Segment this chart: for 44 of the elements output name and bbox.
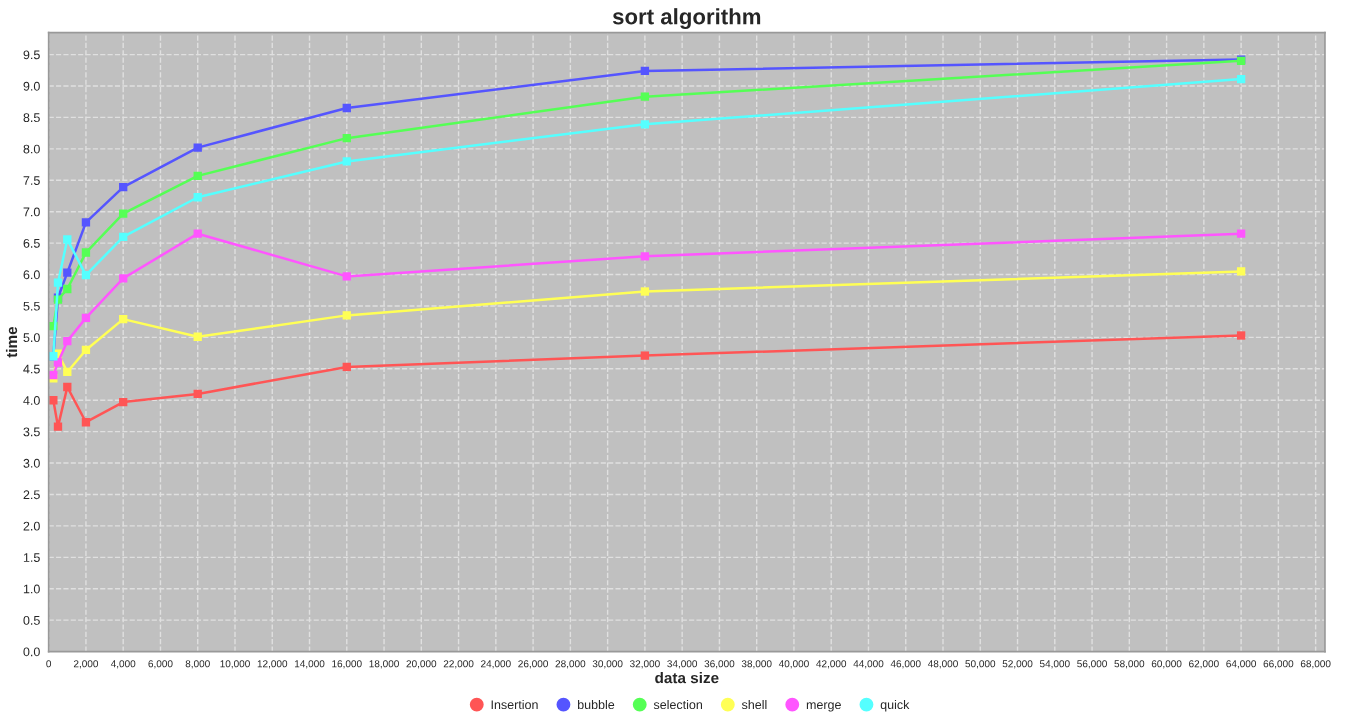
chart-title: sort algorithm xyxy=(612,8,761,29)
point xyxy=(342,157,351,166)
point xyxy=(193,193,202,202)
point xyxy=(342,311,351,320)
point xyxy=(119,314,128,324)
point xyxy=(640,120,650,129)
point xyxy=(81,248,91,257)
point xyxy=(193,171,202,181)
point xyxy=(193,389,202,399)
point xyxy=(342,103,351,113)
point xyxy=(342,133,351,143)
point xyxy=(119,232,128,241)
point xyxy=(119,209,128,218)
point xyxy=(640,287,650,296)
point xyxy=(63,336,72,346)
point xyxy=(63,235,72,244)
point xyxy=(81,313,91,323)
point xyxy=(193,229,202,238)
point xyxy=(193,332,202,341)
point xyxy=(640,92,650,101)
point xyxy=(119,274,128,283)
point xyxy=(1236,331,1246,340)
point xyxy=(1236,229,1246,238)
point xyxy=(193,143,202,152)
point xyxy=(81,270,91,280)
point xyxy=(53,358,63,367)
point xyxy=(119,397,128,407)
point xyxy=(63,284,72,294)
point xyxy=(342,272,351,281)
point xyxy=(63,268,72,277)
point xyxy=(640,351,650,360)
point xyxy=(119,183,128,192)
point xyxy=(640,252,650,261)
point xyxy=(1236,267,1246,276)
point xyxy=(81,345,91,355)
point xyxy=(63,367,72,377)
point xyxy=(53,278,63,287)
point xyxy=(63,382,72,392)
point xyxy=(81,218,91,227)
point xyxy=(1236,74,1246,84)
point xyxy=(342,362,351,372)
point xyxy=(81,418,91,427)
point xyxy=(640,66,650,76)
point xyxy=(53,422,63,431)
